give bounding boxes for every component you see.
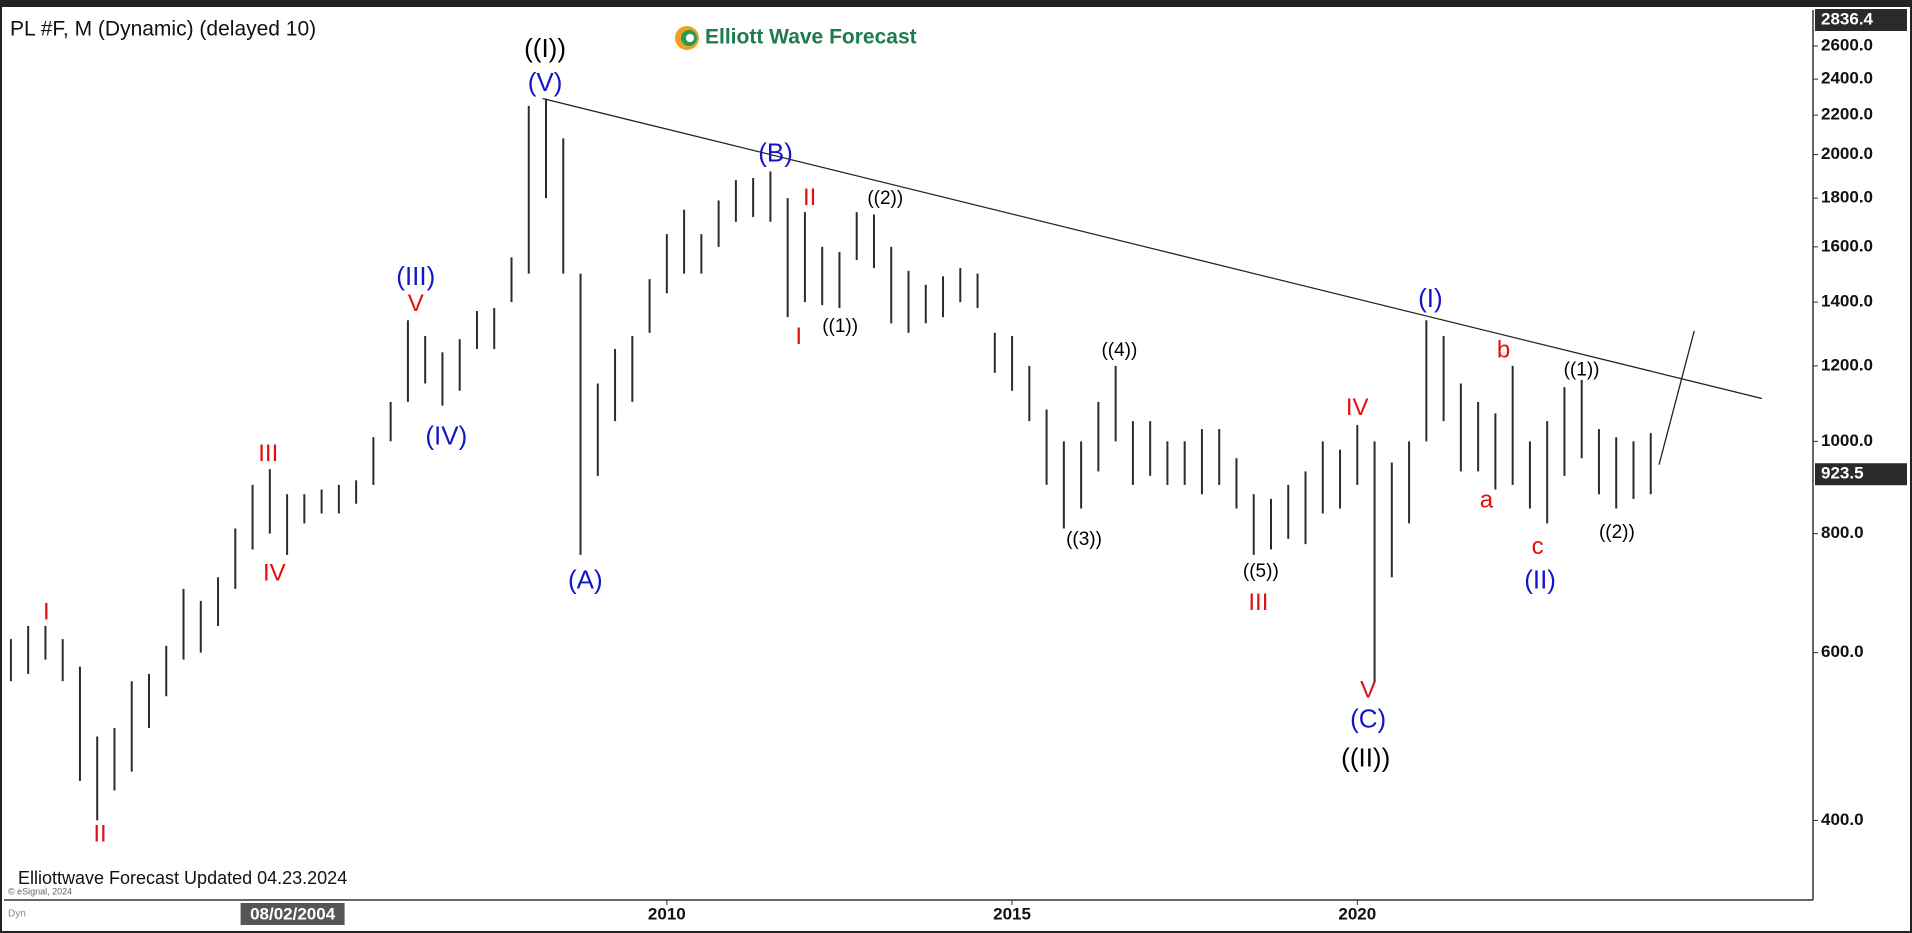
wave-label: ((5)) <box>1243 561 1279 582</box>
y-tick-label: 2600.0 <box>1821 35 1873 54</box>
trend-line <box>1658 330 1695 465</box>
y-tick-label: 400.0 <box>1821 810 1864 829</box>
y-tick-label: 1400.0 <box>1821 292 1873 311</box>
y-tick-label: 1000.0 <box>1821 431 1873 450</box>
y-tick-label: 2200.0 <box>1821 105 1873 124</box>
x-tick-label: 2020 <box>1338 904 1376 923</box>
wave-label: ((2)) <box>1599 522 1635 543</box>
footer-note: Elliottwave Forecast Updated 04.23.2024 <box>18 868 347 888</box>
y-tick-label: 2400.0 <box>1821 69 1873 88</box>
x-cursor-label: 08/02/2004 <box>250 904 336 923</box>
wave-label: I <box>43 599 50 626</box>
y-tick-label: 1600.0 <box>1821 236 1873 255</box>
wave-label: (II) <box>1524 565 1556 595</box>
y-tick-label: 600.0 <box>1821 642 1864 661</box>
trend-line <box>542 97 1763 400</box>
logo: Elliott Wave Forecast <box>675 26 917 50</box>
chart-title: PL #F, M (Dynamic) (delayed 10) <box>10 18 316 41</box>
wave-label: b <box>1497 337 1510 364</box>
wave-label: (C) <box>1350 704 1386 734</box>
wave-label: ((1)) <box>822 316 858 337</box>
wave-label: (III) <box>396 261 435 291</box>
wave-label: ((4)) <box>1101 340 1137 361</box>
last-price-box <box>1815 463 1907 486</box>
wave-label: I <box>795 323 802 350</box>
wave-label: V <box>408 290 424 317</box>
wave-label: ((2)) <box>867 188 903 209</box>
copyright: © eSignal, 2024 <box>8 886 72 896</box>
wave-label: ((II)) <box>1341 743 1390 773</box>
wave-label: ((3)) <box>1066 529 1102 550</box>
wave-label: (IV) <box>425 421 467 451</box>
x-tick-label: 2010 <box>648 904 686 923</box>
wave-label: III <box>1248 589 1268 616</box>
wave-label: ((I)) <box>524 33 566 63</box>
wave-label: (I) <box>1418 283 1443 313</box>
wave-label: (V) <box>528 67 563 97</box>
wave-label: a <box>1480 487 1494 514</box>
wave-label: ((1)) <box>1564 360 1600 381</box>
y-tick-label: 1800.0 <box>1821 188 1873 207</box>
wave-label: II <box>93 821 106 848</box>
wave-label: III <box>258 440 278 467</box>
y-tick-label: 2000.0 <box>1821 144 1873 163</box>
wave-label: c <box>1532 533 1544 560</box>
wave-label: (B) <box>758 138 793 168</box>
wave-label: II <box>803 184 816 211</box>
wave-label: V <box>1360 677 1376 704</box>
top-bar <box>0 0 1912 7</box>
logo-icon <box>686 34 694 42</box>
top-price-box <box>1815 9 1907 31</box>
wave-label: (A) <box>568 565 603 595</box>
wave-label: IV <box>1346 394 1369 421</box>
y-tick-label: 1200.0 <box>1821 355 1873 374</box>
top-price-label: 2836.4 <box>1821 9 1874 28</box>
wave-label: IV <box>263 560 286 587</box>
x-cursor-box <box>240 903 345 925</box>
logo-text: Elliott Wave Forecast <box>705 26 917 49</box>
x-tick-label: 2015 <box>993 904 1031 923</box>
mode-label: Dyn <box>8 909 26 920</box>
y-tick-label: 800.0 <box>1821 523 1864 542</box>
last-price-label: 923.5 <box>1821 464 1864 483</box>
